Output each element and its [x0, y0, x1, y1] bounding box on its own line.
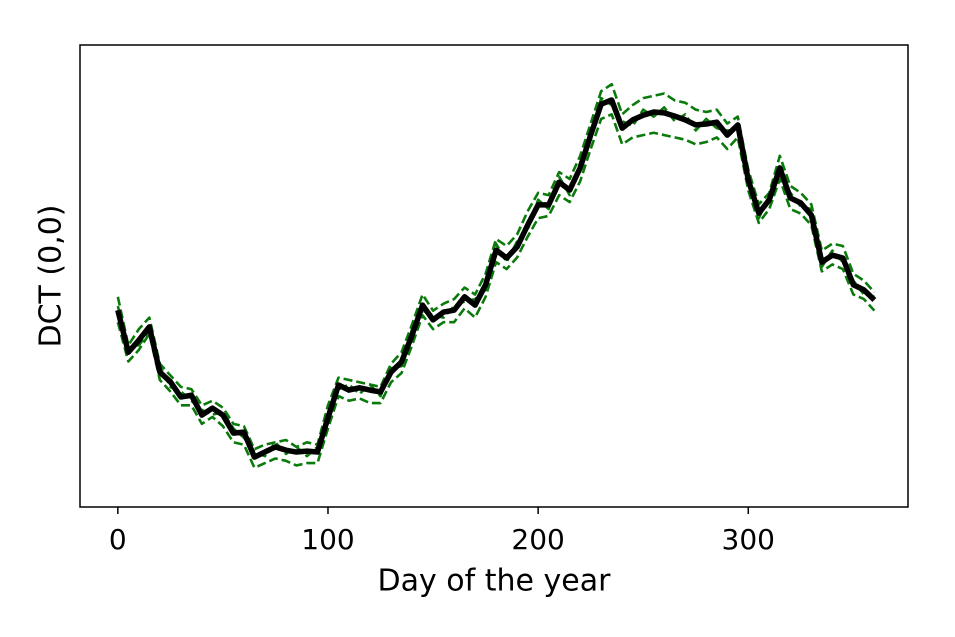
ensemble-line: [116, 82, 876, 451]
ensemble-line: [116, 113, 876, 470]
x-axis-label: Day of the year: [378, 564, 612, 599]
x-tick-label: 300: [722, 523, 775, 556]
x-tick-label: 0: [109, 523, 127, 556]
plot-frame: [79, 44, 909, 508]
x-tick-label: 100: [301, 523, 354, 556]
y-axis-label: DCT (0,0): [34, 204, 69, 347]
ensemble-line: [116, 96, 875, 458]
x-tick-label: 200: [511, 523, 564, 556]
mean-line: [115, 97, 877, 460]
